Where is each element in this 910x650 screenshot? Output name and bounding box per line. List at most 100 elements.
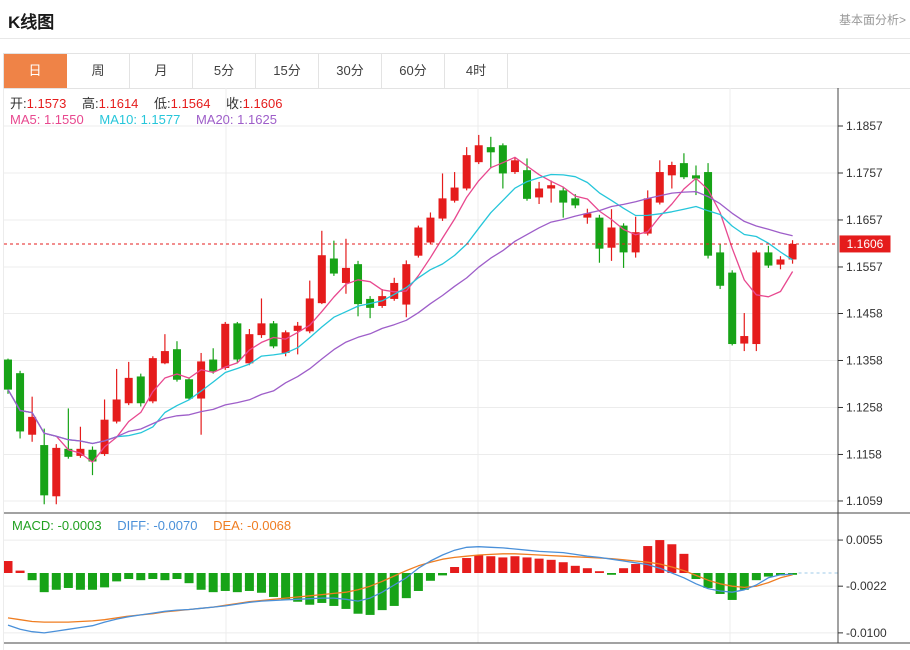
macd-bar [619,568,629,573]
price-axis-label: 1.1358 [846,353,883,367]
ma20-value: 1.1625 [237,112,277,127]
macd-bar [450,567,460,573]
tab-day[interactable]: 日 [4,54,67,88]
candle-body [679,163,688,178]
close-label: 收: [226,96,243,111]
candle-body [402,264,411,305]
tab-month[interactable]: 月 [130,54,193,88]
tab-week[interactable]: 周 [67,54,130,88]
candle-body [595,217,604,249]
macd-bar [269,573,279,597]
candle-body [269,323,278,347]
macd-bar [184,573,194,584]
current-price-badge-label: 1.1606 [847,237,884,251]
kline-chart-canvas: 1.1857 1.1757 1.1657 1.1557 1.1458 1.1358 1.12… [3,88,910,644]
dea-label: DEA: [213,518,244,533]
diff-value: -0.0070 [153,518,198,533]
candle-body [197,361,206,399]
candle-body [172,349,181,380]
candle-body [462,155,471,189]
candle-body [124,377,133,404]
candle-body [4,359,12,390]
macd-value: -0.0003 [57,518,102,533]
candle-body [728,272,737,345]
macd-bar [124,573,134,579]
chart-region: 1.1857 1.1757 1.1657 1.1557 1.1458 1.1358 1.12… [3,88,910,650]
candle-body [76,448,85,456]
macd-bar [643,546,653,573]
ma5-line [7,156,794,463]
macd-bar [75,573,85,590]
tab-4hour[interactable]: 4时 [445,54,508,88]
macd-bar [631,564,641,573]
candle-body [691,175,700,179]
tab-5min[interactable]: 5分 [193,54,256,88]
price-axis-label: 1.1458 [846,306,883,320]
macd-bar [220,573,230,591]
candle-body [16,373,25,432]
candle-body [788,243,797,260]
macd-bar [293,573,303,602]
candle-body [100,419,109,454]
macd-bar [413,573,423,591]
candle-body [510,160,519,173]
price-axis-label: 1.1757 [846,166,883,180]
macd-bar [208,573,218,593]
macd-readout: MACD: -0.0003 DIFF: -0.0070 DEA: -0.0068 [12,518,303,533]
candle-body [221,323,230,368]
timeframe-tabbar: 日 周 月 5分 15分 30分 60分 4时 [3,53,910,89]
diff-label: DIFF: [117,518,150,533]
candle-body [547,185,556,189]
tab-15min[interactable]: 15分 [256,54,319,88]
macd-bar [281,573,291,600]
macd-bar [305,573,315,605]
macd-bar [317,573,327,603]
macd-bar [196,573,206,590]
candle-body [523,170,532,199]
macd-bar [425,573,435,581]
fundamental-analysis-link[interactable]: 基本面分析> [838,13,906,27]
high-label: 高: [82,96,99,111]
candle-body [354,264,363,305]
candle-body [257,323,266,336]
candle-body [341,267,350,283]
macd-bar [87,573,97,590]
macd-bar [329,573,339,606]
tab-60min[interactable]: 60分 [382,54,445,88]
candle-body [28,416,37,435]
ma-readout: MA5: 1.1550 MA10: 1.1577 MA20: 1.1625 [10,112,289,127]
candle-body [474,145,483,163]
price-axis-label: 1.1059 [846,494,883,508]
macd-bar [655,540,665,573]
macd-bar [594,571,604,573]
candle-body [559,190,568,203]
price-axis-label: 1.1557 [846,260,883,274]
candle-body [535,188,544,198]
macd-bar [667,544,677,573]
price-axis-label: 1.1258 [846,400,883,414]
candle-body [498,145,507,174]
macd-axis-label: -0.0022 [846,579,887,593]
macd-bar [353,573,363,614]
macd-bar [39,573,49,593]
candle-body [52,447,61,497]
dea-value: -0.0068 [247,518,292,533]
low-value: 1.1564 [170,96,211,111]
candle-body [40,445,49,496]
macd-bar [763,573,773,577]
macd-bar [607,573,616,575]
open-value: 1.1573 [26,96,67,111]
ma5-value: 1.1550 [43,112,84,127]
tab-30min[interactable]: 30分 [319,54,382,88]
ma10-label: MA10: [99,112,137,127]
macd-bar [136,573,146,581]
candle-body [112,399,121,422]
candle-body [450,187,459,201]
candle-body [209,359,218,372]
macd-bar [474,555,484,573]
ohlc-readout: 开:1.1573 高:1.1614 低:1.1564 收:1.1606 [10,93,294,112]
macd-bar [63,573,73,588]
candle-body [414,227,423,256]
macd-bar [486,556,496,573]
candle-body [667,165,676,176]
